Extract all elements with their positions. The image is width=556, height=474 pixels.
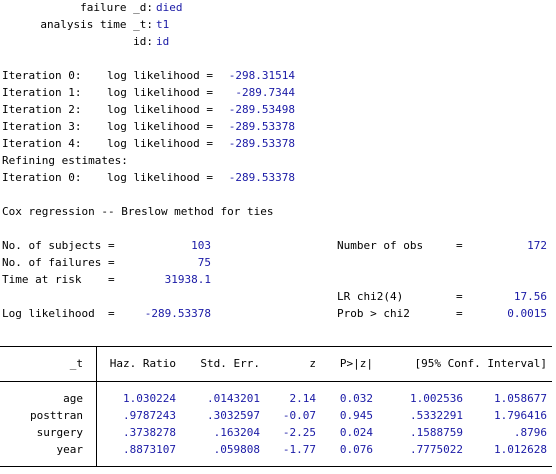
setup-label-analysis-time: analysis time _t: <box>40 18 153 31</box>
setup-value-analysis-time: t1 <box>156 18 170 31</box>
table-cell: 0.945 <box>339 409 373 422</box>
table-cell: .7775022 <box>410 443 463 456</box>
col-header-conf-interval: [95% Conf. Interval] <box>414 357 547 370</box>
table-cell: .163204 <box>213 426 260 439</box>
iteration-label: Iteration 0: <box>2 69 82 82</box>
col-header-haz-ratio: Haz. Ratio <box>109 357 176 370</box>
table-cell: -0.07 <box>282 409 316 422</box>
table-cell: 1.796416 <box>494 409 547 422</box>
table-cell: .8873107 <box>123 443 176 456</box>
iteration-value: -298.31514 <box>228 69 295 82</box>
iteration-value: -289.53498 <box>228 103 295 116</box>
stat-eq-obs: = <box>456 239 463 252</box>
table-row-label: age <box>63 392 83 405</box>
table-cell: .3738278 <box>123 426 176 439</box>
table-row-label: posttran <box>30 409 83 422</box>
stat-eq-lr-chi2: = <box>456 290 463 303</box>
stat-eq-prob-chi2: = <box>456 307 463 320</box>
table-cell: .1588759 <box>410 426 463 439</box>
table-cell: 2.14 <box>289 392 317 405</box>
col-header-z: z <box>309 357 316 370</box>
table-top-rule <box>0 346 552 347</box>
table-cell: 0.032 <box>339 392 373 405</box>
table-cell: 0.076 <box>339 443 373 456</box>
table-cell: -1.77 <box>282 443 316 456</box>
stat-label-subjects: No. of subjects = <box>2 239 115 252</box>
iteration-label: Iteration 1: <box>2 86 82 99</box>
iteration-text: log likelihood = <box>107 120 213 133</box>
table-header-rule <box>0 381 552 382</box>
stat-value-lr-chi2: 17.56 <box>513 290 547 303</box>
table-cell: .5332291 <box>410 409 463 422</box>
iteration-text: log likelihood = <box>107 137 213 150</box>
stat-value-prob-chi2: 0.0015 <box>507 307 547 320</box>
iteration-value: -289.53378 <box>228 137 295 150</box>
stat-label-obs: Number of obs <box>337 239 424 252</box>
stat-value-subjects: 103 <box>191 239 211 252</box>
table-cell: 1.002536 <box>410 392 463 405</box>
table-cell: -2.25 <box>282 426 316 439</box>
iteration-value: -289.7344 <box>235 86 295 99</box>
table-cell: 1.058677 <box>494 392 547 405</box>
model-title: Cox regression -- Breslow method for tie… <box>2 205 274 218</box>
refining-iteration-label: Iteration 0: <box>2 171 82 184</box>
table-cell: .0143201 <box>207 392 260 405</box>
refining-iteration-text: log likelihood = <box>107 171 213 184</box>
col-header-p: P>|z| <box>339 357 373 370</box>
table-cell: 1.012628 <box>494 443 547 456</box>
iteration-text: log likelihood = <box>107 86 213 99</box>
table-cell: .9787243 <box>123 409 176 422</box>
table-cell: 1.030224 <box>123 392 176 405</box>
table-bottom-rule <box>0 466 552 467</box>
table-row-label: surgery <box>36 426 83 439</box>
table-cell: .8796 <box>513 426 547 439</box>
refining-iteration-value: -289.53378 <box>228 171 295 184</box>
loglik-value: -289.53378 <box>144 307 211 320</box>
setup-value-id: id <box>156 35 170 48</box>
table-cell: .059808 <box>213 443 260 456</box>
iteration-text: log likelihood = <box>107 69 213 82</box>
setup-label-id: id: <box>133 35 153 48</box>
stat-label-time-at-risk: Time at risk = <box>2 273 115 286</box>
stat-value-time-at-risk: 31938.1 <box>164 273 211 286</box>
stat-label-prob-chi2: Prob > chi2 <box>337 307 410 320</box>
iteration-text: log likelihood = <box>107 103 213 116</box>
refining-heading: Refining estimates: <box>2 154 128 167</box>
table-vertical-rule <box>96 346 97 467</box>
iteration-label: Iteration 2: <box>2 103 82 116</box>
col-header-std-err: Std. Err. <box>200 357 260 370</box>
setup-value-failure: died <box>156 1 183 14</box>
stat-label-lr-chi2: LR chi2(4) <box>337 290 404 303</box>
iteration-label: Iteration 4: <box>2 137 82 150</box>
col-header-var: _t <box>69 357 83 370</box>
table-row-label: year <box>56 443 84 456</box>
stat-value-obs: 172 <box>527 239 547 252</box>
table-cell: .3032597 <box>207 409 260 422</box>
setup-label-failure: failure _d: <box>80 1 153 14</box>
stat-label-failures: No. of failures = <box>2 256 115 269</box>
iteration-label: Iteration 3: <box>2 120 82 133</box>
table-cell: 0.024 <box>339 426 373 439</box>
stat-value-failures: 75 <box>197 256 211 269</box>
iteration-value: -289.53378 <box>228 120 295 133</box>
loglik-label: Log likelihood = <box>2 307 115 320</box>
